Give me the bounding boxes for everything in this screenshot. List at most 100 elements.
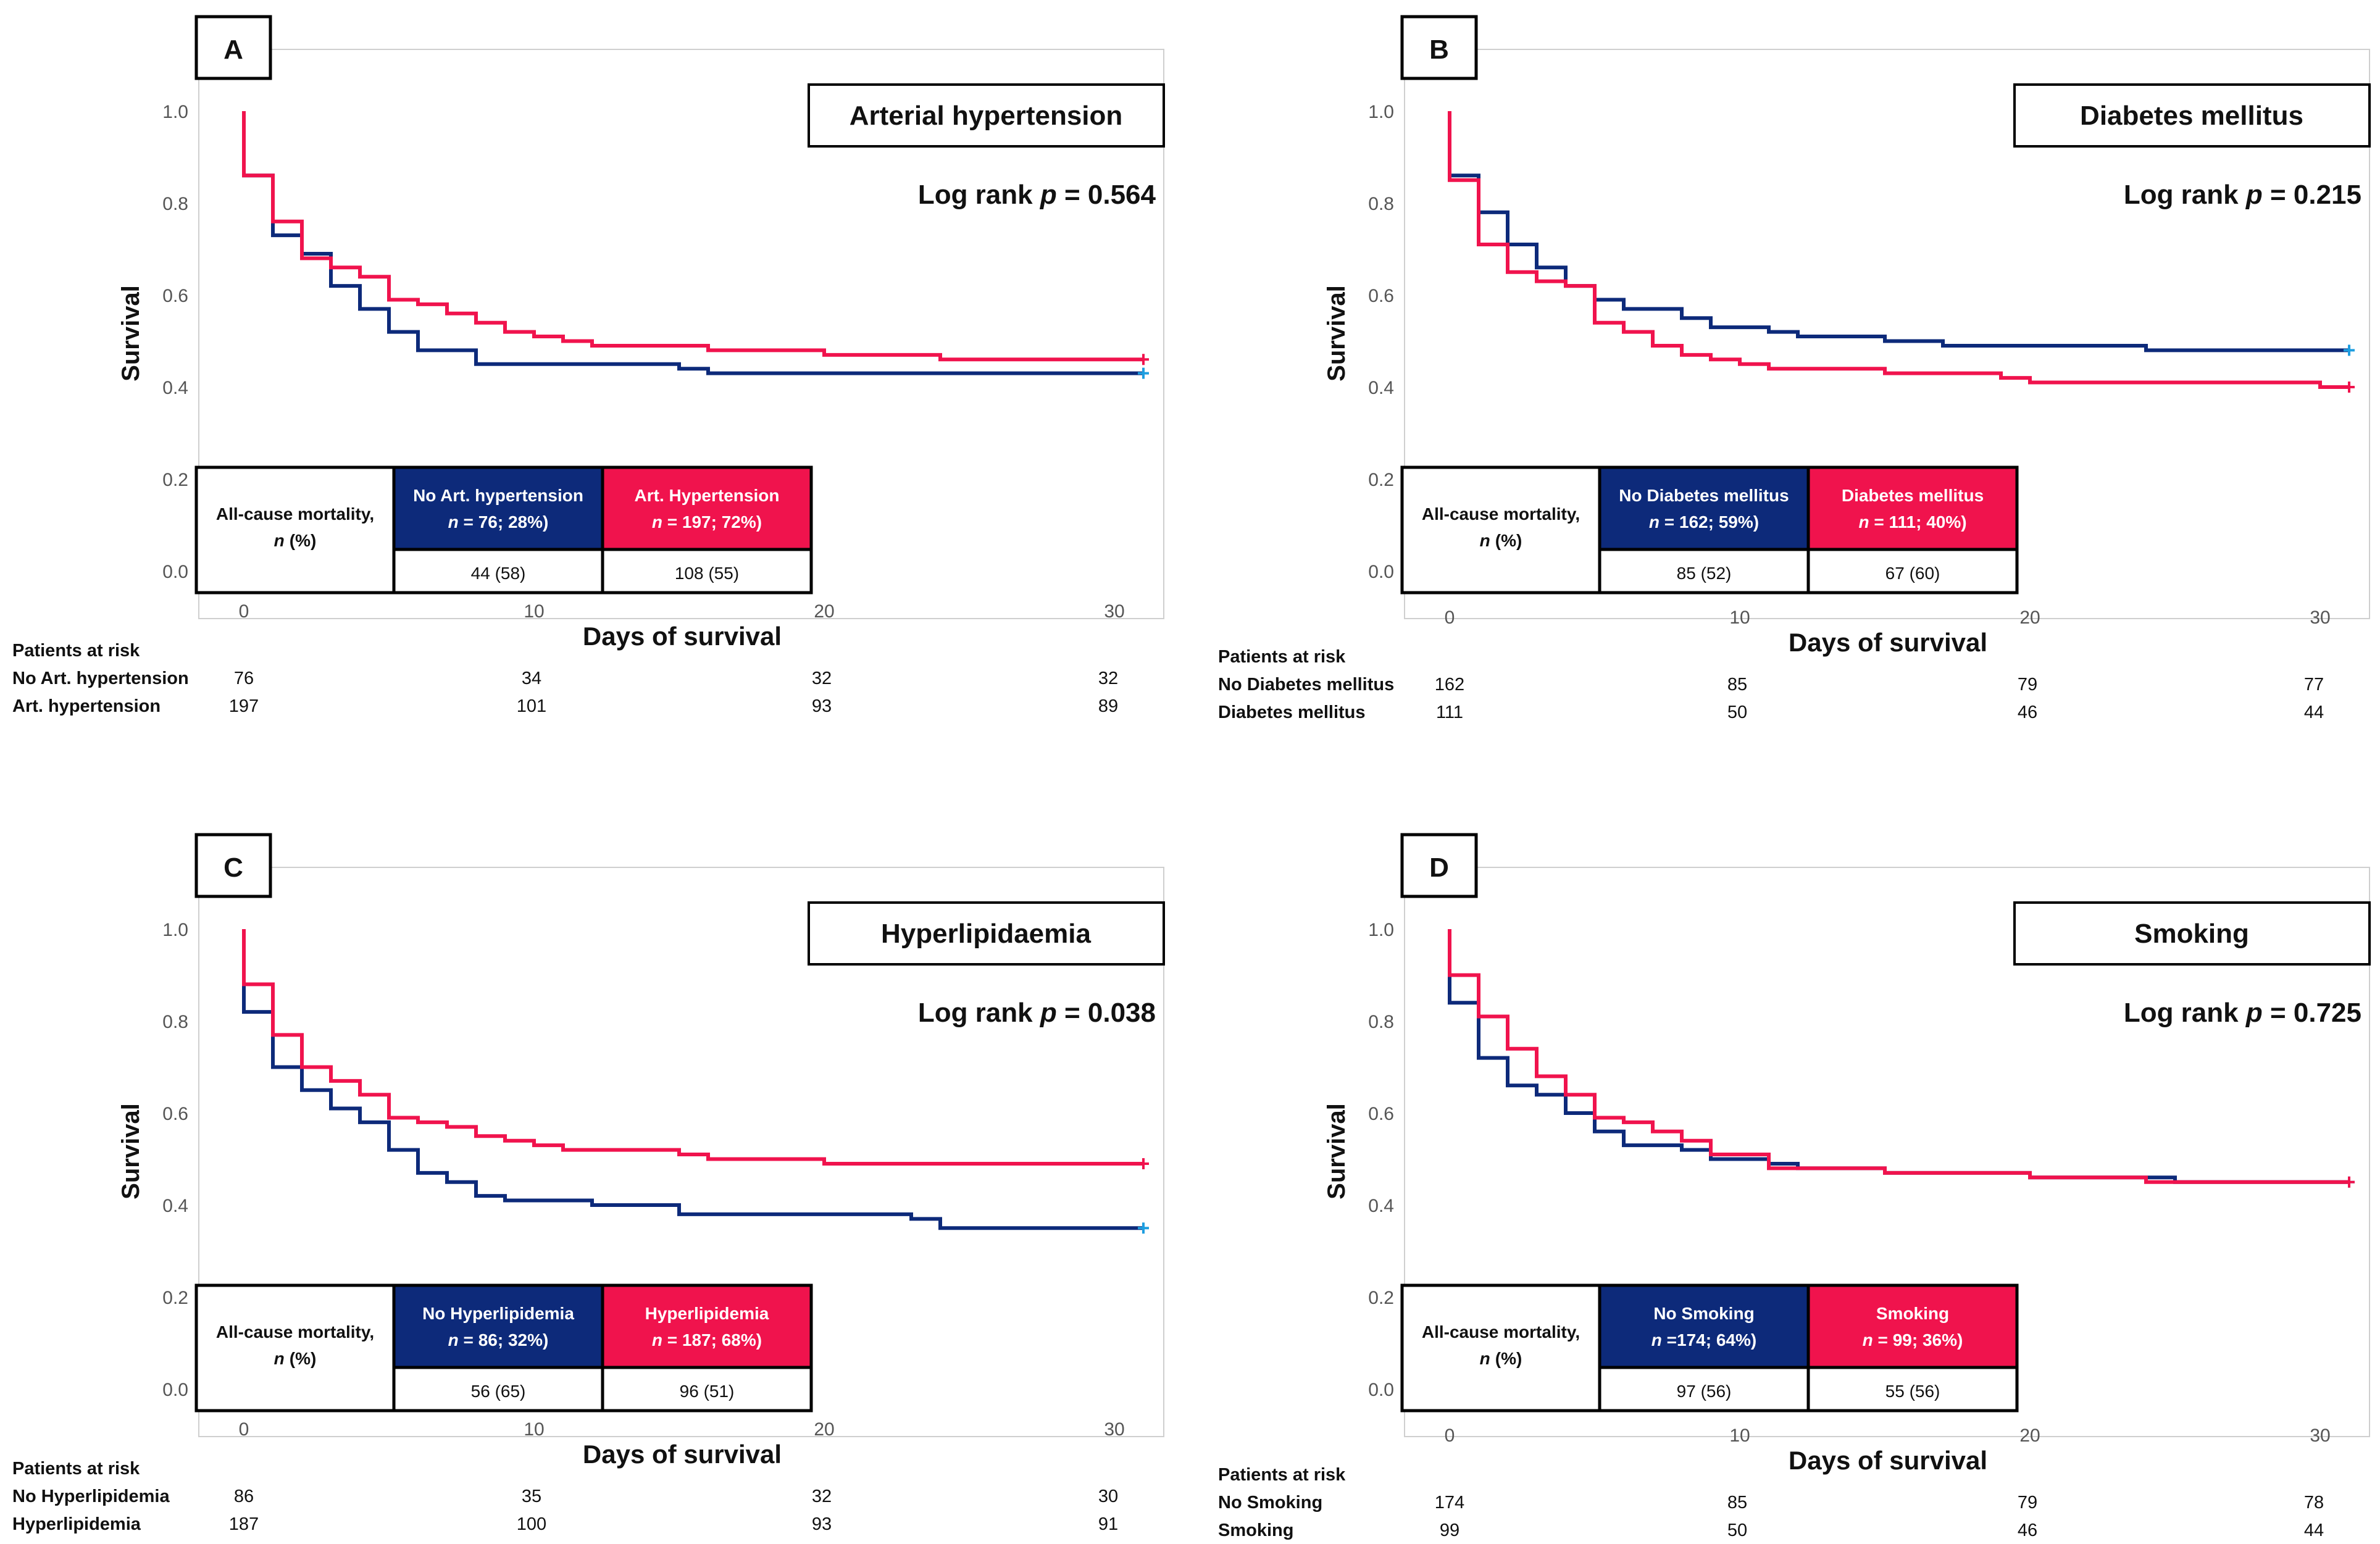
n-symbol: n bbox=[652, 512, 662, 532]
y-axis-label: Survival bbox=[117, 285, 144, 382]
at-risk-value: 162 bbox=[1435, 675, 1464, 695]
at-risk-title: Patients at risk bbox=[1218, 647, 1346, 667]
y-tick-label: 0.0 bbox=[1368, 1380, 1394, 1400]
x-tick-label: 30 bbox=[2310, 607, 2330, 628]
panel-letter: D bbox=[1429, 853, 1449, 883]
logrank-value: = 0.215 bbox=[2263, 180, 2361, 210]
censor-mark bbox=[2344, 1176, 2355, 1188]
logrank-prefix: Log rank bbox=[2124, 180, 2246, 210]
panel-letter: C bbox=[223, 853, 243, 883]
table-header-group bbox=[1808, 467, 2017, 549]
at-risk-value: 32 bbox=[1098, 669, 1118, 688]
panel-letter-box bbox=[194, 833, 272, 898]
logrank-prefix: Log rank bbox=[2124, 998, 2246, 1028]
y-tick-label: 0.6 bbox=[1368, 286, 1394, 306]
y-tick-label: 0.6 bbox=[162, 286, 188, 306]
mortality-label-n: n (%) bbox=[1480, 531, 1522, 550]
y-tick-label: 0.0 bbox=[162, 562, 188, 582]
at-risk-value: 46 bbox=[2018, 703, 2037, 722]
panel-letter-box bbox=[1400, 833, 1478, 898]
y-axis-label: Survival bbox=[117, 1103, 144, 1200]
y-tick-label: 0.2 bbox=[1368, 1288, 1394, 1308]
panel-title: Arterial hypertension bbox=[850, 101, 1123, 131]
logrank-text: Log rank p = 0.038 bbox=[918, 998, 1156, 1028]
at-risk-value: 44 bbox=[2304, 703, 2324, 722]
x-tick-label: 10 bbox=[524, 601, 544, 622]
mortality-label: All-cause mortality, bbox=[1422, 1322, 1580, 1342]
y-tick-label: 0.2 bbox=[162, 470, 188, 490]
y-axis-label: Survival bbox=[1323, 285, 1350, 382]
logrank-value: = 0.725 bbox=[2263, 998, 2361, 1028]
y-axis-label: Survival bbox=[1323, 1103, 1350, 1200]
table-cell-border bbox=[601, 1366, 813, 1413]
plot-frame bbox=[1404, 49, 2370, 619]
plot-frame bbox=[198, 49, 1164, 619]
n-text: = 162; 59%) bbox=[1660, 512, 1759, 532]
censor-mark bbox=[2344, 344, 2355, 356]
at-risk-title: Patients at risk bbox=[12, 1459, 140, 1479]
at-risk-value: 86 bbox=[234, 1487, 254, 1506]
mortality-pct: (%) bbox=[1495, 531, 1522, 550]
y-tick-label: 0.2 bbox=[162, 1288, 188, 1308]
survival-curve-no-group bbox=[242, 111, 1143, 375]
table-cell-border bbox=[1806, 548, 2019, 595]
censor-mark bbox=[1138, 367, 1149, 379]
table-header-no-group-label: No Smoking bbox=[1653, 1304, 1754, 1323]
at-risk-value: 78 bbox=[2304, 1493, 2324, 1513]
x-tick-label: 20 bbox=[2019, 607, 2040, 628]
x-axis-label: Days of survival bbox=[1789, 1446, 1987, 1475]
at-risk-value: 100 bbox=[517, 1514, 546, 1534]
y-tick-label: 0.6 bbox=[1368, 1104, 1394, 1124]
x-tick-label: 20 bbox=[814, 601, 834, 622]
table-value-group: 67 (60) bbox=[1885, 564, 1940, 583]
table-header-no-group bbox=[1600, 1285, 1808, 1367]
at-risk-row-label: No Diabetes mellitus bbox=[1218, 675, 1394, 695]
table-header-no-group-n: n = 162; 59%) bbox=[1649, 512, 1759, 532]
at-risk-value: 32 bbox=[812, 1487, 832, 1506]
n-symbol: n bbox=[1649, 512, 1660, 532]
n-text: = 197; 72%) bbox=[662, 512, 762, 532]
panel-letter: A bbox=[223, 35, 243, 65]
y-tick-label: 1.0 bbox=[1368, 920, 1394, 940]
panel-b: B Diabetes mellitus Log rank p = 0.215 Surv… bbox=[1218, 15, 2371, 722]
at-risk-value: 46 bbox=[2018, 1521, 2037, 1540]
at-risk-title: Patients at risk bbox=[1218, 1465, 1346, 1485]
at-risk-value: 93 bbox=[812, 1514, 832, 1534]
survival-curve-no-group bbox=[1448, 929, 2349, 1184]
table-header-no-group-label: No Hyperlipidemia bbox=[422, 1304, 574, 1323]
at-risk-value: 44 bbox=[2304, 1521, 2324, 1540]
at-risk-value: 34 bbox=[522, 669, 541, 688]
x-tick-label: 0 bbox=[1445, 1425, 1455, 1446]
logrank-p-symbol: p bbox=[1040, 180, 1057, 210]
plot-frame bbox=[198, 867, 1164, 1437]
y-tick-label: 0.8 bbox=[1368, 194, 1394, 214]
at-risk-value: 89 bbox=[1098, 696, 1118, 716]
table-header-group-label: Hyperlipidemia bbox=[645, 1304, 769, 1323]
table-header-no-group-n: n = 76; 28%) bbox=[448, 512, 549, 532]
mortality-label-n: n (%) bbox=[1480, 1349, 1522, 1368]
at-risk-value: 187 bbox=[229, 1514, 259, 1534]
logrank-value: = 0.038 bbox=[1057, 998, 1156, 1028]
n-symbol: n bbox=[1863, 1330, 1873, 1350]
table-header-group bbox=[1808, 1285, 2017, 1367]
at-risk-value: 79 bbox=[2018, 1493, 2037, 1513]
table-header-no-group-n: n =174; 64%) bbox=[1651, 1330, 1756, 1350]
at-risk-row-label: Diabetes mellitus bbox=[1218, 703, 1366, 722]
logrank-prefix: Log rank bbox=[918, 998, 1040, 1028]
table-header-no-group-label: No Art. hypertension bbox=[413, 486, 583, 505]
panel-a: A Arterial hypertension Log rank p = 0.564… bbox=[12, 15, 1165, 716]
survival-curve-group bbox=[1448, 111, 2349, 389]
table-header-group bbox=[603, 467, 811, 549]
y-tick-label: 0.8 bbox=[162, 1012, 188, 1032]
plot-frame bbox=[1404, 867, 2370, 1437]
table-value-no-group: 85 (52) bbox=[1677, 564, 1732, 583]
logrank-text: Log rank p = 0.725 bbox=[2124, 998, 2361, 1028]
x-axis-label: Days of survival bbox=[1789, 628, 1987, 657]
panel-letter: B bbox=[1429, 35, 1449, 65]
y-tick-label: 0.4 bbox=[1368, 1196, 1394, 1216]
x-tick-label: 30 bbox=[1104, 1419, 1124, 1440]
survival-curve-no-group bbox=[242, 929, 1143, 1230]
panel-letter-box bbox=[1400, 15, 1478, 80]
censor-mark bbox=[1138, 1222, 1149, 1234]
